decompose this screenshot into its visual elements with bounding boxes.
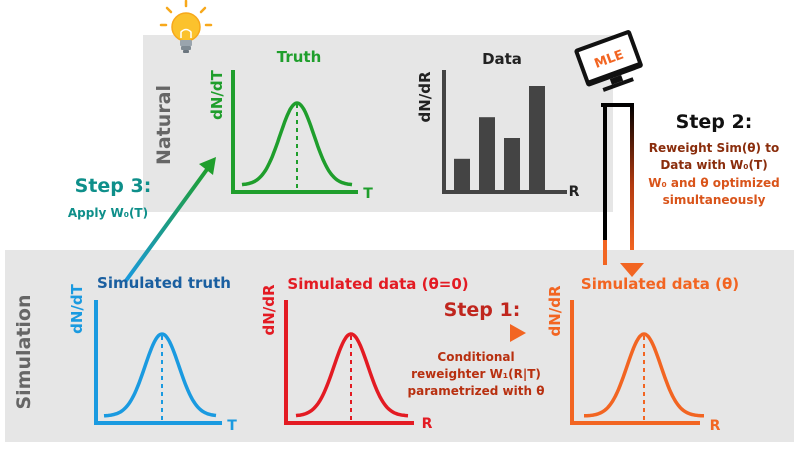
truth-axes — [231, 70, 358, 194]
data-bar — [504, 138, 520, 190]
data-xlabel: R — [569, 184, 580, 200]
sim-data0-title: Simulated data (θ=0) — [287, 275, 468, 293]
data-ylabel: dN/dR — [416, 71, 434, 123]
sim-truth-plot: Simulated truth dN/dT T — [68, 274, 237, 434]
data-bar — [529, 86, 545, 190]
step1-desc-line-3: parametrized with θ — [408, 384, 545, 398]
sim-data-theta-curve — [584, 332, 704, 418]
truth-ylabel: dN/dT — [208, 69, 226, 120]
step3-title: Step 3: — [75, 175, 152, 197]
truth-title: Truth — [277, 48, 322, 66]
data-title: Data — [482, 50, 522, 68]
sim-truth-axes — [94, 300, 222, 425]
step3-desc: Apply W₀(T) — [68, 206, 148, 220]
step1-desc-line-2: reweighter W₁(R|T) — [411, 367, 541, 381]
step1-desc-line-1: Conditional — [437, 350, 514, 364]
sim-data-theta-xlabel: R — [710, 418, 721, 434]
computer-monitor-icon: MLE — [574, 30, 643, 92]
sim-truth-ylabel: dN/dT — [68, 283, 86, 334]
data-plot: Data dN/dR R — [416, 50, 580, 200]
truth-xlabel: T — [363, 186, 373, 202]
sim-data-theta-title: Simulated data (θ) — [581, 275, 739, 293]
sim-data-theta-ylabel: dN/dR — [546, 285, 564, 337]
step3-arrow — [123, 157, 216, 284]
data-bars — [454, 86, 545, 190]
sim-truth-title: Simulated truth — [97, 274, 231, 292]
data-axes — [442, 70, 567, 194]
sim-data0-curve — [295, 332, 409, 418]
data-bar — [454, 158, 470, 190]
truth-curve — [241, 101, 353, 187]
sim-truth-curve — [103, 332, 217, 418]
sim-data0-plot: Simulated data (θ=0) dN/dR R — [260, 275, 469, 432]
step2-desc-line-2: Data with W₀(T) — [660, 158, 767, 172]
step2-arrow — [601, 103, 644, 277]
sim-data-theta-axes — [570, 300, 700, 425]
step1-title: Step 1: — [444, 299, 521, 321]
natural-label: Natural — [153, 85, 175, 165]
step2-desc2-line-1: W₀ and θ optimized — [648, 176, 780, 190]
data-bar — [479, 117, 495, 190]
lightbulb-icon — [159, 0, 213, 53]
simulation-panel — [5, 250, 794, 442]
sim-data-theta-plot: Simulated data (θ) dN/dR R — [546, 275, 739, 434]
sim-data0-ylabel: dN/dR — [260, 284, 278, 336]
sim-data0-xlabel: R — [422, 416, 433, 432]
step2-desc2-line-2: simultaneously — [663, 193, 766, 207]
step2-title: Step 2: — [676, 111, 753, 133]
step2-desc-line-1: Reweight Sim(θ) to — [649, 141, 779, 155]
sim-data0-axes — [284, 300, 414, 425]
sim-truth-xlabel: T — [227, 418, 237, 434]
step1-arrow — [422, 324, 526, 342]
truth-plot: Truth dN/dT T — [208, 48, 373, 202]
simulation-label: Simulation — [13, 294, 35, 409]
